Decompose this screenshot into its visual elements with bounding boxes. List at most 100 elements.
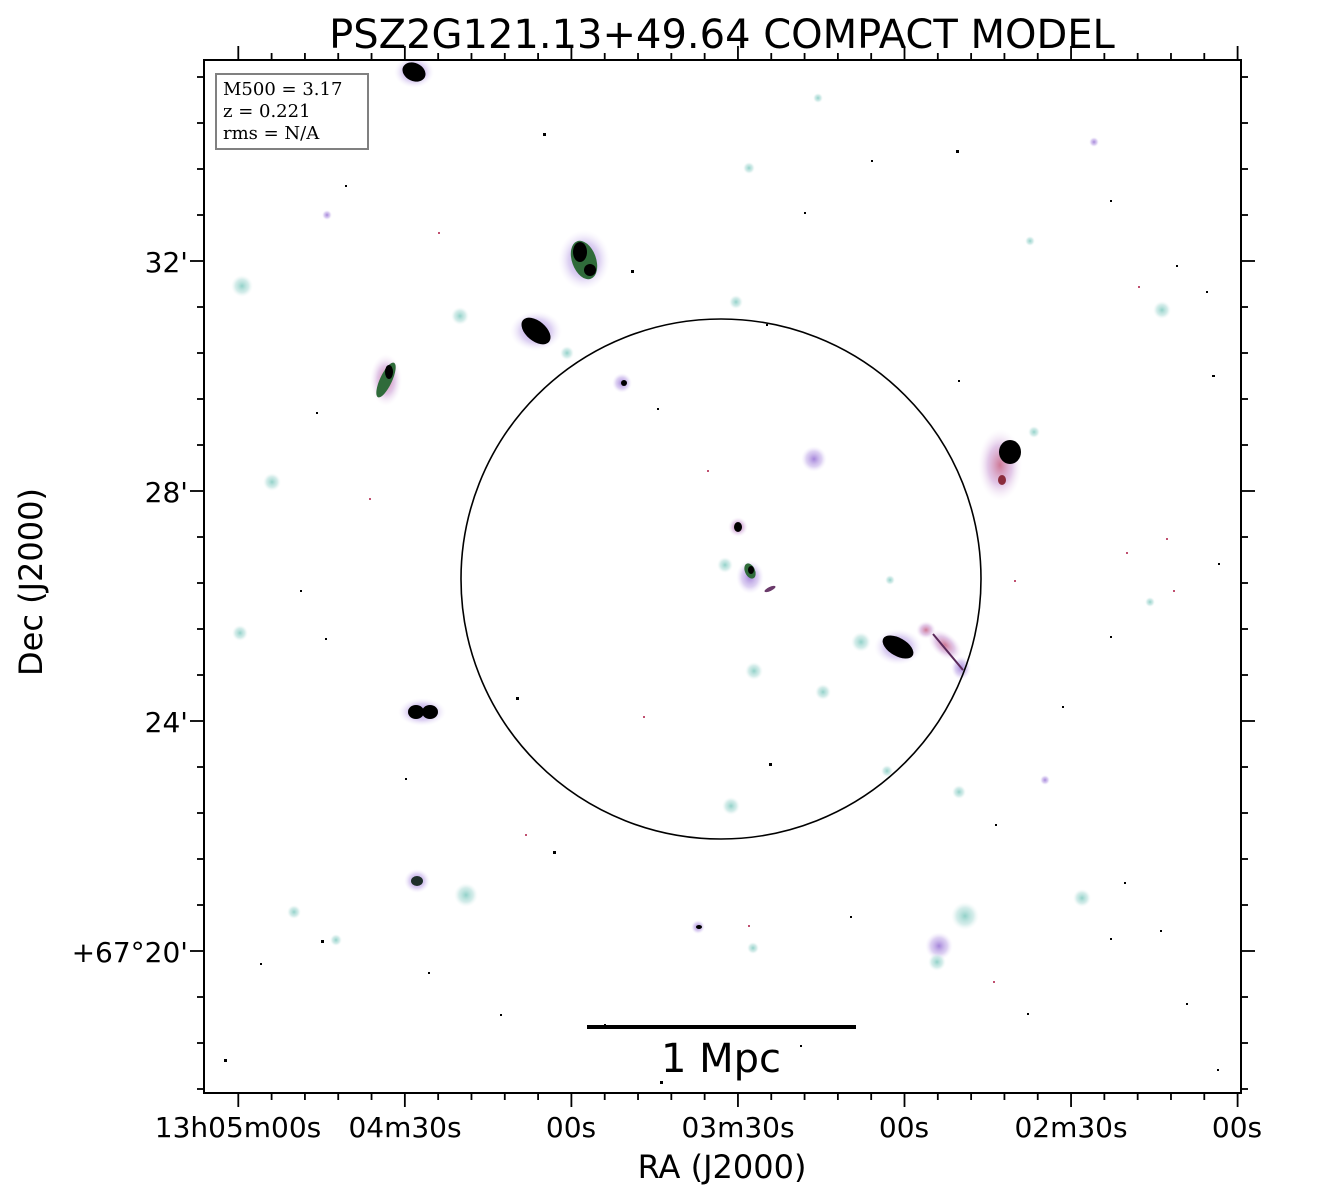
bright-source-core (998, 475, 1006, 485)
faint-source (815, 684, 831, 700)
noise-speck (369, 498, 371, 500)
y-axis-label: Dec (J2000) (12, 488, 50, 676)
bright-source-core (734, 522, 742, 532)
faint-source (1153, 301, 1171, 319)
faint-source (454, 883, 478, 907)
noise-speck (956, 150, 959, 153)
bright-source-core (402, 62, 426, 82)
noise-speck (1217, 1069, 1219, 1071)
faint-source (928, 953, 946, 971)
faint-source (560, 346, 574, 360)
noise-speck (1186, 1003, 1188, 1005)
noise-speck (1014, 580, 1016, 582)
faint-source (1028, 426, 1040, 438)
faint-source (263, 473, 281, 491)
bright-source-core (999, 440, 1021, 464)
noise-speck (800, 1045, 802, 1047)
faint-source (1025, 236, 1035, 246)
bright-source-core (521, 317, 551, 345)
noise-speck (525, 834, 527, 836)
noise-speck (553, 851, 556, 854)
noise-speck (1206, 291, 1208, 293)
info-box (215, 73, 369, 150)
noise-speck (871, 160, 873, 162)
noise-speck (657, 408, 659, 410)
faint-source (287, 905, 301, 919)
sky-sources (224, 60, 1220, 1084)
faint-source (1145, 597, 1155, 607)
noise-speck (428, 972, 430, 974)
noise-speck (850, 916, 852, 918)
noise-speck (993, 981, 995, 983)
info-redshift: z = 0.221 (223, 101, 311, 122)
noise-speck (1176, 265, 1178, 267)
noise-speck (438, 232, 440, 234)
bright-source-core (422, 705, 438, 719)
noise-speck (995, 824, 997, 826)
noise-speck (748, 925, 750, 927)
x-tick-label: 03m30s (681, 1111, 794, 1144)
faint-source (813, 93, 823, 103)
noise-speck (707, 470, 709, 472)
plot-frame (203, 59, 1242, 1094)
scale-bar-label: 1 Mpc (661, 1036, 781, 1082)
faint-source (801, 446, 827, 472)
faint-source (952, 785, 966, 799)
faint-source (851, 632, 871, 652)
noise-speck (321, 940, 324, 943)
y-tick-label: 24' (145, 706, 188, 739)
noise-speck (1124, 882, 1126, 884)
jet-feature (932, 633, 964, 671)
noise-speck (766, 324, 768, 326)
bright-source-core (621, 380, 627, 386)
bright-source-halo (978, 429, 1022, 501)
bright-source-core (385, 365, 393, 379)
y-tick-label: +67°20' (72, 936, 188, 969)
noise-speck (958, 380, 960, 382)
noise-speck (804, 212, 806, 214)
faint-source (1040, 775, 1050, 785)
bright-source-core (764, 585, 776, 593)
plot-area (204, 60, 1241, 1093)
bright-source-core (584, 264, 596, 276)
bright-source-halo (916, 621, 936, 639)
bright-source-core (411, 876, 423, 886)
noise-speck (1218, 563, 1220, 565)
noise-speck (1138, 286, 1140, 288)
noise-speck (769, 763, 772, 766)
faint-source (451, 307, 469, 325)
faint-source (729, 295, 743, 309)
noise-speck (543, 133, 546, 136)
bright-source-core (408, 705, 424, 719)
noise-speck (660, 1081, 663, 1084)
info-rms: rms = N/A (223, 123, 320, 144)
bright-source-core (882, 635, 914, 659)
faint-source (1089, 137, 1099, 147)
faint-source (231, 275, 253, 297)
noise-speck (1126, 552, 1128, 554)
noise-speck (224, 1059, 227, 1062)
noise-speck (1173, 590, 1175, 592)
bright-source-core (748, 566, 754, 574)
noise-speck (1027, 1013, 1029, 1015)
figure-title: PSZ2G121.13+49.64 COMPACT MODEL (329, 12, 1115, 58)
noise-speck (1160, 930, 1162, 932)
noise-speck (1110, 200, 1112, 202)
noise-speck (500, 1014, 502, 1016)
x-tick-label: 00s (1212, 1111, 1262, 1144)
noise-speck (316, 412, 318, 414)
noise-speck (300, 590, 302, 592)
faint-source (925, 932, 953, 960)
faint-source (322, 210, 332, 220)
x-tick-label: 00s (879, 1111, 929, 1144)
noise-speck (260, 963, 262, 965)
noise-speck (1212, 375, 1215, 377)
x-tick-label: 00s (546, 1111, 596, 1144)
faint-source (885, 575, 895, 585)
noise-speck (325, 638, 327, 640)
bright-source-core (696, 925, 702, 929)
noise-speck (516, 697, 519, 700)
info-mass: M500 = 3.17 (223, 79, 342, 100)
x-tick-label: 13h05m00s (155, 1111, 322, 1144)
